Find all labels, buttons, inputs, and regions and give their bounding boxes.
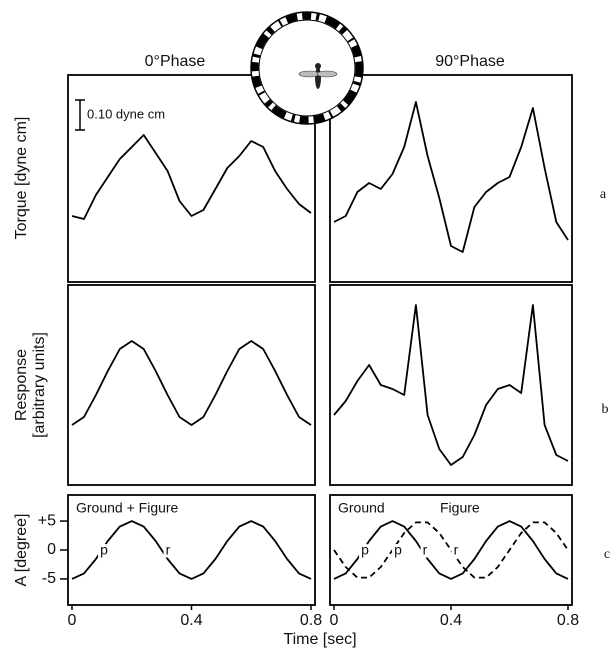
panel-title: 90°Phase bbox=[435, 53, 505, 70]
y-axis-label: A [degree] bbox=[13, 514, 30, 587]
data-line bbox=[333, 520, 569, 580]
row-label: a bbox=[600, 187, 607, 202]
x-tick-label: 0.8 bbox=[300, 612, 322, 629]
x-axis-label: Time [sec] bbox=[283, 631, 356, 648]
arena-drawing bbox=[250, 11, 364, 125]
panel-frame bbox=[67, 74, 316, 283]
y-tick-label: -5 bbox=[42, 570, 56, 587]
y-axis-label: Response bbox=[13, 349, 30, 421]
data-line bbox=[71, 340, 312, 426]
panel-frame bbox=[329, 74, 573, 283]
data-line bbox=[333, 101, 569, 253]
scale-bar-label: 0.10 dyne cm bbox=[87, 106, 165, 121]
panel-frame bbox=[329, 284, 573, 486]
data-line bbox=[71, 134, 312, 220]
panel-frame bbox=[67, 284, 316, 486]
x-tick-label: 0.8 bbox=[557, 612, 579, 629]
annotation: r bbox=[423, 542, 428, 558]
legend-label: Ground + Figure bbox=[76, 500, 179, 516]
x-tick-label: 0.4 bbox=[180, 612, 202, 629]
annotation: p bbox=[361, 542, 369, 558]
data-line bbox=[333, 304, 569, 466]
y-axis-label: Torque [dyne cm] bbox=[13, 117, 30, 240]
legend-label: Ground bbox=[338, 500, 385, 516]
row-label: c bbox=[604, 547, 610, 562]
data-line bbox=[71, 520, 312, 580]
data-line bbox=[333, 521, 569, 579]
x-tick-label: 0 bbox=[68, 612, 77, 629]
annotation: r bbox=[166, 542, 171, 558]
y-tick-label: 0 bbox=[47, 541, 56, 558]
x-tick-label: 0.4 bbox=[440, 612, 462, 629]
annotation: r bbox=[454, 542, 459, 558]
x-tick-label: 0 bbox=[330, 612, 339, 629]
annotation: p bbox=[394, 542, 402, 558]
row-label: b bbox=[602, 402, 609, 417]
y-axis-label: [arbitrary units] bbox=[31, 332, 48, 438]
legend-label: Figure bbox=[440, 500, 480, 516]
y-tick-label: +5 bbox=[38, 512, 56, 529]
annotation: p bbox=[100, 542, 108, 558]
panel-title: 0°Phase bbox=[145, 53, 206, 70]
